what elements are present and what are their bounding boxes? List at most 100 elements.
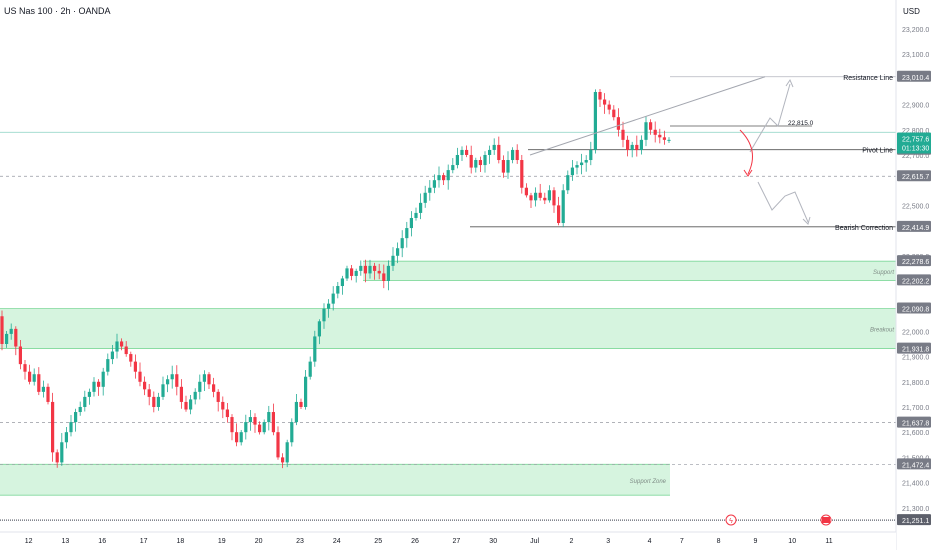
candle-body xyxy=(161,384,165,397)
price-label-text: 22,278.6 xyxy=(902,259,929,266)
candle-body xyxy=(212,384,216,392)
time-tick-label: 30 xyxy=(489,538,497,545)
bar-countdown-text: 01:13:30 xyxy=(902,145,929,152)
candle-body xyxy=(313,336,317,362)
candle-body xyxy=(630,144,634,150)
candle-body xyxy=(37,374,41,392)
time-tick-label: 2 xyxy=(569,538,573,545)
candle-body xyxy=(239,432,243,443)
bearish-projection-path xyxy=(757,181,809,223)
candle-body xyxy=(18,346,22,365)
price-tick-label: 21,700.0 xyxy=(902,405,929,412)
price-label-badge xyxy=(897,170,931,182)
candle-body xyxy=(221,401,225,410)
candle-body xyxy=(9,328,13,334)
candle-body xyxy=(428,187,432,193)
flash-event-icon xyxy=(725,514,737,526)
candle-body xyxy=(478,160,482,166)
time-tick-label: 11 xyxy=(825,538,832,545)
candle-body xyxy=(607,104,611,110)
candle-body xyxy=(511,149,515,161)
candle-body xyxy=(405,228,409,239)
candle-body xyxy=(5,333,9,344)
price-tick-label: 23,200.0 xyxy=(902,27,929,34)
candle-body xyxy=(653,129,657,135)
candle-body xyxy=(621,129,625,140)
price-label-text: 23,010.4 xyxy=(902,75,929,82)
candle-body xyxy=(170,374,174,380)
currency-label[interactable]: USD xyxy=(903,7,920,16)
time-tick-label: 16 xyxy=(98,538,106,545)
candle-body xyxy=(129,354,133,362)
candle-body xyxy=(547,190,551,201)
zone-support-zone xyxy=(0,464,670,496)
candle-body xyxy=(115,341,119,352)
candle-body xyxy=(55,452,59,463)
price-label-text: 22,615.7 xyxy=(902,174,929,181)
levels-layer: Resistance Line Pivot Line Bearish Correct… xyxy=(470,75,896,232)
candle-body xyxy=(198,381,202,392)
candle-body xyxy=(97,381,101,387)
candle-body xyxy=(133,361,137,372)
candle-body xyxy=(124,346,128,355)
candle-body xyxy=(465,149,469,155)
candle-body xyxy=(299,401,303,407)
time-tick-label: 17 xyxy=(140,538,148,545)
candle-body xyxy=(281,457,285,463)
candle-body xyxy=(83,396,87,407)
zones-layer: Support Breakout Support Zone xyxy=(0,260,896,496)
candle-body xyxy=(506,160,510,173)
price-label-text: 21,251.1 xyxy=(902,518,929,525)
candle-body xyxy=(373,265,377,271)
candle-body xyxy=(166,379,170,385)
candle-body xyxy=(87,391,91,397)
candle-body xyxy=(350,268,354,276)
arrow-head xyxy=(802,216,811,225)
price-tick-label: 21,800.0 xyxy=(902,380,929,387)
candle-body xyxy=(598,91,602,100)
time-tick-label: 27 xyxy=(453,538,461,545)
price-tick-label: 23,100.0 xyxy=(902,52,929,59)
time-axis-bg xyxy=(0,532,896,550)
candle-body xyxy=(419,202,423,213)
candle-body xyxy=(51,401,55,453)
candle-body xyxy=(667,139,671,141)
time-tick-label: 18 xyxy=(177,538,185,545)
zone-label: Support Zone xyxy=(630,479,667,485)
candle-body xyxy=(225,409,229,418)
candle-body xyxy=(529,195,533,201)
current-price-text: 22,757.6 xyxy=(902,136,929,143)
candle-body xyxy=(189,399,193,410)
candle-body xyxy=(290,422,294,443)
time-tick-label: 9 xyxy=(753,538,757,545)
candle-body xyxy=(557,205,561,224)
price-label-text: 21,472.4 xyxy=(902,462,929,469)
price-label-badge xyxy=(897,302,931,314)
candle-body xyxy=(474,160,478,168)
candle-body xyxy=(538,192,542,198)
candle-body xyxy=(248,417,252,423)
symbol-title[interactable]: US Nas 100 · 2h · OANDA xyxy=(4,6,111,16)
bearish-correction-label: Bearish Correction xyxy=(835,225,893,232)
candle-body xyxy=(363,265,367,274)
time-tick-label: 4 xyxy=(648,538,652,545)
target-price-label: 22,815.0 xyxy=(788,120,814,127)
price-label-badge xyxy=(897,416,931,428)
time-tick-label: 19 xyxy=(218,538,226,545)
candle-body xyxy=(483,154,487,166)
price-label-badge xyxy=(897,458,931,470)
candle-body xyxy=(409,217,413,229)
price-tick-label: 21,400.0 xyxy=(902,481,929,488)
candle-body xyxy=(0,316,4,344)
candle-body xyxy=(14,328,18,347)
candle-body xyxy=(216,391,220,402)
candle-body xyxy=(561,190,565,224)
candle-body xyxy=(235,432,239,443)
candle-body xyxy=(202,374,206,382)
candle-body xyxy=(138,371,142,382)
candle-body xyxy=(354,270,358,276)
candle-body xyxy=(285,442,289,463)
